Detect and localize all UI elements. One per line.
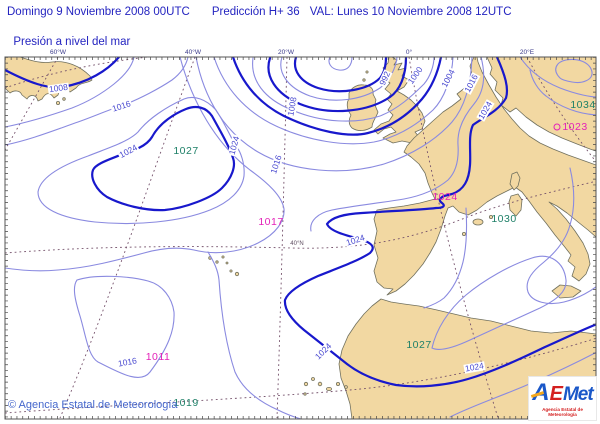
isobar-1000 xyxy=(267,57,408,113)
high-center-value: 1034 xyxy=(570,99,596,111)
run-datetime: Domingo 9 Noviembre 2008 00UTC xyxy=(7,6,190,18)
isobar-1008 xyxy=(231,57,443,136)
lon-label-60w: 60°W xyxy=(50,49,66,56)
island-azores xyxy=(221,255,225,259)
meridian-60w xyxy=(5,57,59,151)
forecast-step: Predicción H+ 36 xyxy=(211,6,300,18)
aemet-logo-subtitle: Agencia Estatal de Meteorología xyxy=(542,407,583,417)
frame-ticks xyxy=(5,57,596,419)
high-center-value: 1027 xyxy=(173,145,199,157)
land-scandinavia xyxy=(486,57,596,152)
meridian-20w xyxy=(276,57,288,419)
logo-letters-met: Met xyxy=(562,384,594,405)
meridian-0 xyxy=(408,57,499,419)
logo-letter-a: A xyxy=(532,379,550,406)
isobar-atlas-oval xyxy=(431,255,567,350)
island-madeira xyxy=(229,269,233,273)
isobar-1016-sw-loop xyxy=(73,275,175,378)
land-sardinia xyxy=(508,193,523,217)
map-header: Domingo 9 Noviembre 2008 00UTC Predicción… xyxy=(7,5,512,50)
high-center-value: 1019 xyxy=(173,397,199,409)
isobar-1012-nw xyxy=(5,57,135,128)
isobar xyxy=(328,57,353,71)
low-center-value: 1024 xyxy=(432,191,458,203)
isobar-balearic xyxy=(423,207,468,309)
isobar xyxy=(449,351,596,418)
graticule-layer xyxy=(5,57,596,419)
meridian-20e xyxy=(526,57,596,163)
island-menorca xyxy=(488,214,493,219)
logo-letter-e: E xyxy=(549,383,563,405)
high-center-value: 1030 xyxy=(491,213,517,225)
low-center-value: 1017 xyxy=(258,216,284,228)
aemet-logo: AEMet Agencia Estatal de Meteorología xyxy=(529,377,596,420)
island-canary xyxy=(311,377,315,381)
land-corsica xyxy=(509,171,521,191)
isobar-992 xyxy=(293,57,388,93)
isobar-1024-azores-high xyxy=(91,105,236,212)
isobar-1020-trough xyxy=(5,57,285,272)
island-mallorca xyxy=(472,218,484,226)
island xyxy=(365,70,369,74)
copyright-notice: © Agencia Estatal de Meteorología xyxy=(8,399,178,411)
isobar-1016 xyxy=(195,57,473,172)
lat-label-40n: 40°N xyxy=(290,241,304,247)
land-europe-mainland xyxy=(373,57,596,296)
isobar-1012 xyxy=(213,57,454,145)
high-center-value: 1027 xyxy=(406,339,432,351)
island xyxy=(62,97,66,101)
isobar-italy xyxy=(526,167,596,305)
isobar xyxy=(519,57,596,98)
valid-datetime: VAL: Lunes 10 Noviembre 2008 12UTC xyxy=(309,6,512,18)
island-canary xyxy=(303,392,307,396)
lon-label-20w: 20°W xyxy=(278,49,294,56)
island-azores xyxy=(215,260,219,264)
parallel-60n xyxy=(5,57,149,89)
low-center-value: 1011 xyxy=(145,351,171,363)
aemet-logo-wordmark: AEMet xyxy=(529,377,596,407)
low-center-marker xyxy=(553,123,561,131)
island-canary xyxy=(325,386,332,391)
isobar-1004 xyxy=(252,57,435,122)
island-canary xyxy=(335,381,340,386)
island-canary xyxy=(344,385,348,389)
isobar-1020-ring xyxy=(37,96,245,225)
variable-title: Presión a nivel del mar xyxy=(13,36,131,48)
island-ibiza xyxy=(461,231,466,236)
land-sicily xyxy=(551,284,582,299)
island-canary xyxy=(303,381,309,387)
island-canary xyxy=(317,381,323,387)
island xyxy=(362,78,366,82)
isobar xyxy=(529,69,596,116)
lon-label-0: 0° xyxy=(405,49,413,56)
parallel-40n xyxy=(5,180,596,254)
isobar-1020-south xyxy=(207,251,302,419)
island-azores xyxy=(225,261,229,265)
island-madeira xyxy=(234,271,240,277)
lon-label-40w: 40°W xyxy=(185,49,201,56)
island xyxy=(56,101,61,106)
low-center-value: 1023 xyxy=(562,121,588,133)
map-frame xyxy=(4,56,597,420)
isobar-1020 xyxy=(310,57,485,232)
isobar xyxy=(555,58,593,84)
lon-label-20e: 20°E xyxy=(519,49,535,56)
